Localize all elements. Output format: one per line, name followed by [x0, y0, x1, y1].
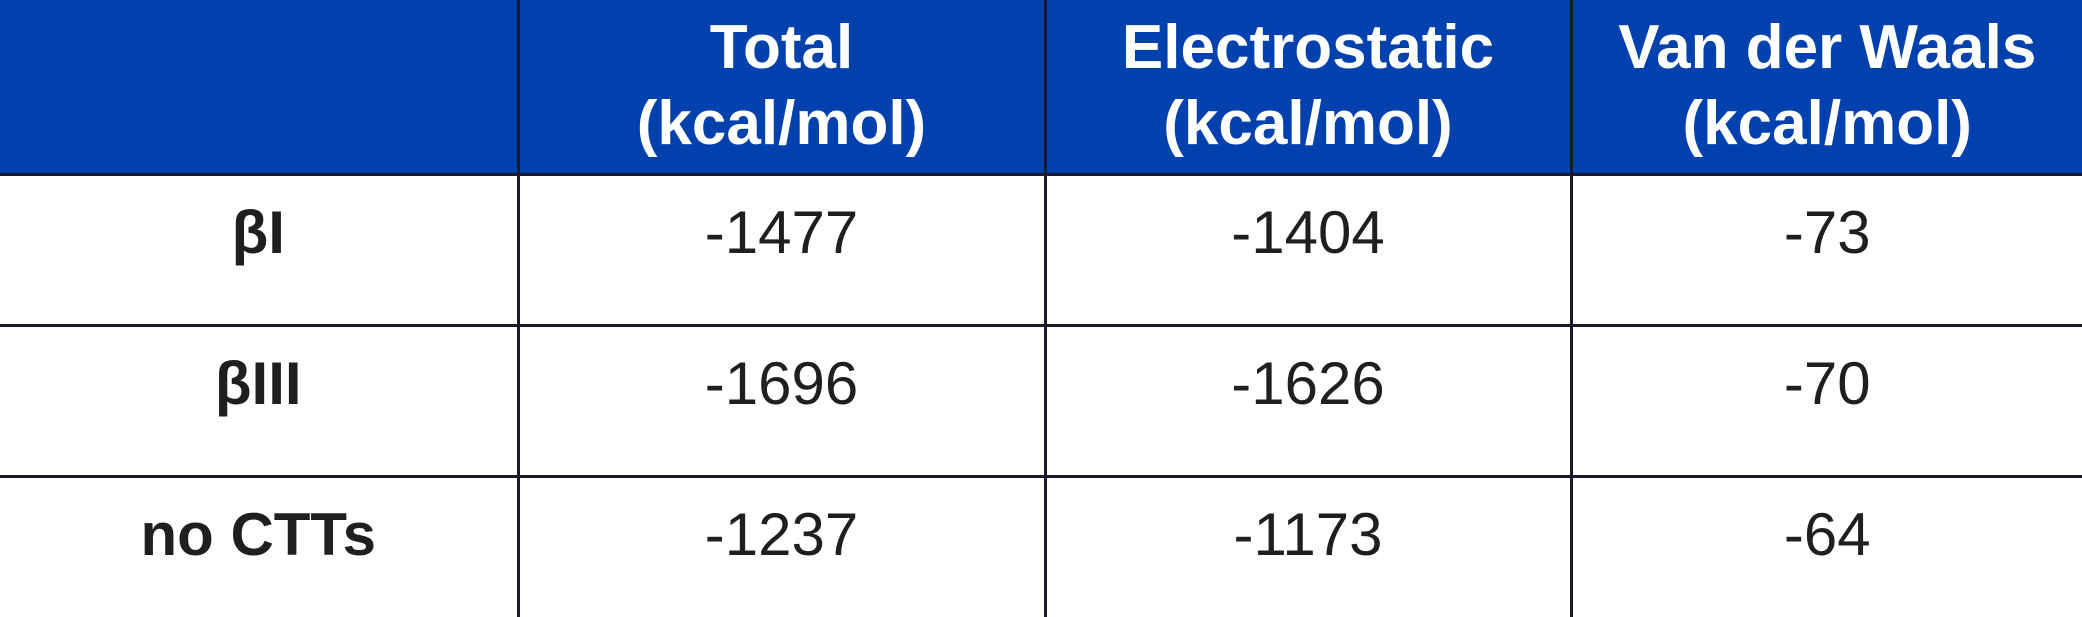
- table-row: βIII -1696 -1626 -70: [0, 323, 2082, 476]
- electrostatic-cell: -1173: [1043, 474, 1571, 617]
- header-vdw: Van der Waals (kcal/mol): [1569, 0, 2082, 174]
- table-row: no CTTs -1237 -1173 -64: [0, 474, 2082, 617]
- total-cell: -1696: [516, 323, 1045, 476]
- total-cell: -1477: [516, 172, 1045, 325]
- vdw-cell: -64: [1569, 474, 2082, 617]
- total-cell: -1237: [516, 474, 1045, 617]
- header-electrostatic-unit: (kcal/mol): [1163, 89, 1453, 159]
- table-row: βI -1477 -1404 -73: [0, 172, 2082, 325]
- header-vdw-title: Van der Waals: [1618, 13, 2037, 83]
- table-header: Total (kcal/mol) Electrostatic (kcal/mol…: [0, 0, 2082, 174]
- header-corner-cell: [0, 0, 518, 174]
- vdw-cell: -70: [1569, 323, 2082, 476]
- header-total-title: Total: [709, 13, 854, 83]
- row-label: no CTTs: [0, 474, 518, 617]
- header-electrostatic: Electrostatic (kcal/mol): [1043, 0, 1571, 174]
- row-label: βIII: [0, 323, 518, 476]
- header-total-unit: (kcal/mol): [636, 89, 927, 159]
- electrostatic-cell: -1626: [1043, 323, 1571, 476]
- table-body: βI -1477 -1404 -73 βIII -1696 -1626 -70 …: [0, 172, 2082, 617]
- header-vdw-unit: (kcal/mol): [1682, 89, 1972, 159]
- vdw-cell: -73: [1569, 172, 2082, 325]
- electrostatic-cell: -1404: [1043, 172, 1571, 325]
- header-total: Total (kcal/mol): [516, 0, 1045, 174]
- header-row: Total (kcal/mol) Electrostatic (kcal/mol…: [0, 0, 2082, 174]
- row-label: βI: [0, 172, 518, 325]
- header-electrostatic-title: Electrostatic: [1121, 13, 1495, 83]
